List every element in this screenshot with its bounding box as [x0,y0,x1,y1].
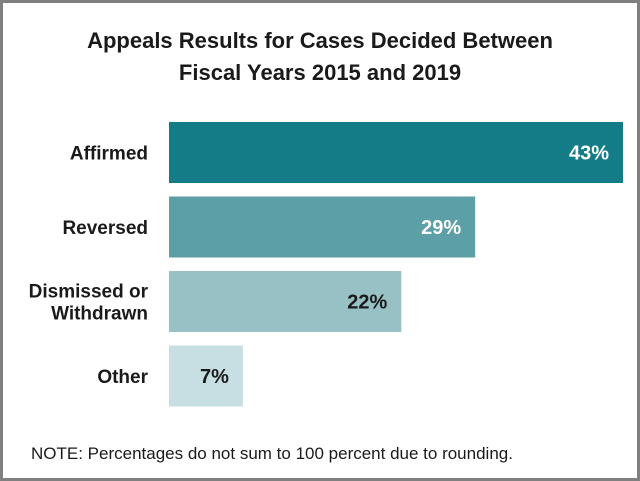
bar-0 [169,122,623,183]
bar-2 [169,271,402,332]
bar-1 [169,196,476,258]
category-label-line: Affirmed [70,144,148,165]
category-label-2: Dismissed or Withdrawn [29,282,149,325]
category-label-3: Other [97,367,148,388]
bar-value-label-2: 22% [347,292,387,314]
chart-title: Appeals Results for Cases Decided Betwee… [23,25,617,89]
category-label-line: Dismissed or [29,282,149,303]
bar-value-label-0: 43% [569,143,609,165]
bar-value-label-1: 29% [421,217,461,239]
category-label-1: Reversed [62,218,148,239]
bar-3 [169,345,243,407]
chart-title-line-2: Fiscal Years 2015 and 2019 [178,60,462,85]
chart-title-line-1: Appeals Results for Cases Decided Betwee… [87,28,553,53]
chart-note: NOTE: Percentages do not sum to 100 perc… [31,444,513,463]
category-label-line: Withdrawn [51,304,148,325]
category-label-0: Affirmed [70,144,148,165]
category-label-line: Reversed [62,218,148,239]
category-label-line: Other [97,367,148,388]
bar-value-label-3: 7% [200,366,229,388]
